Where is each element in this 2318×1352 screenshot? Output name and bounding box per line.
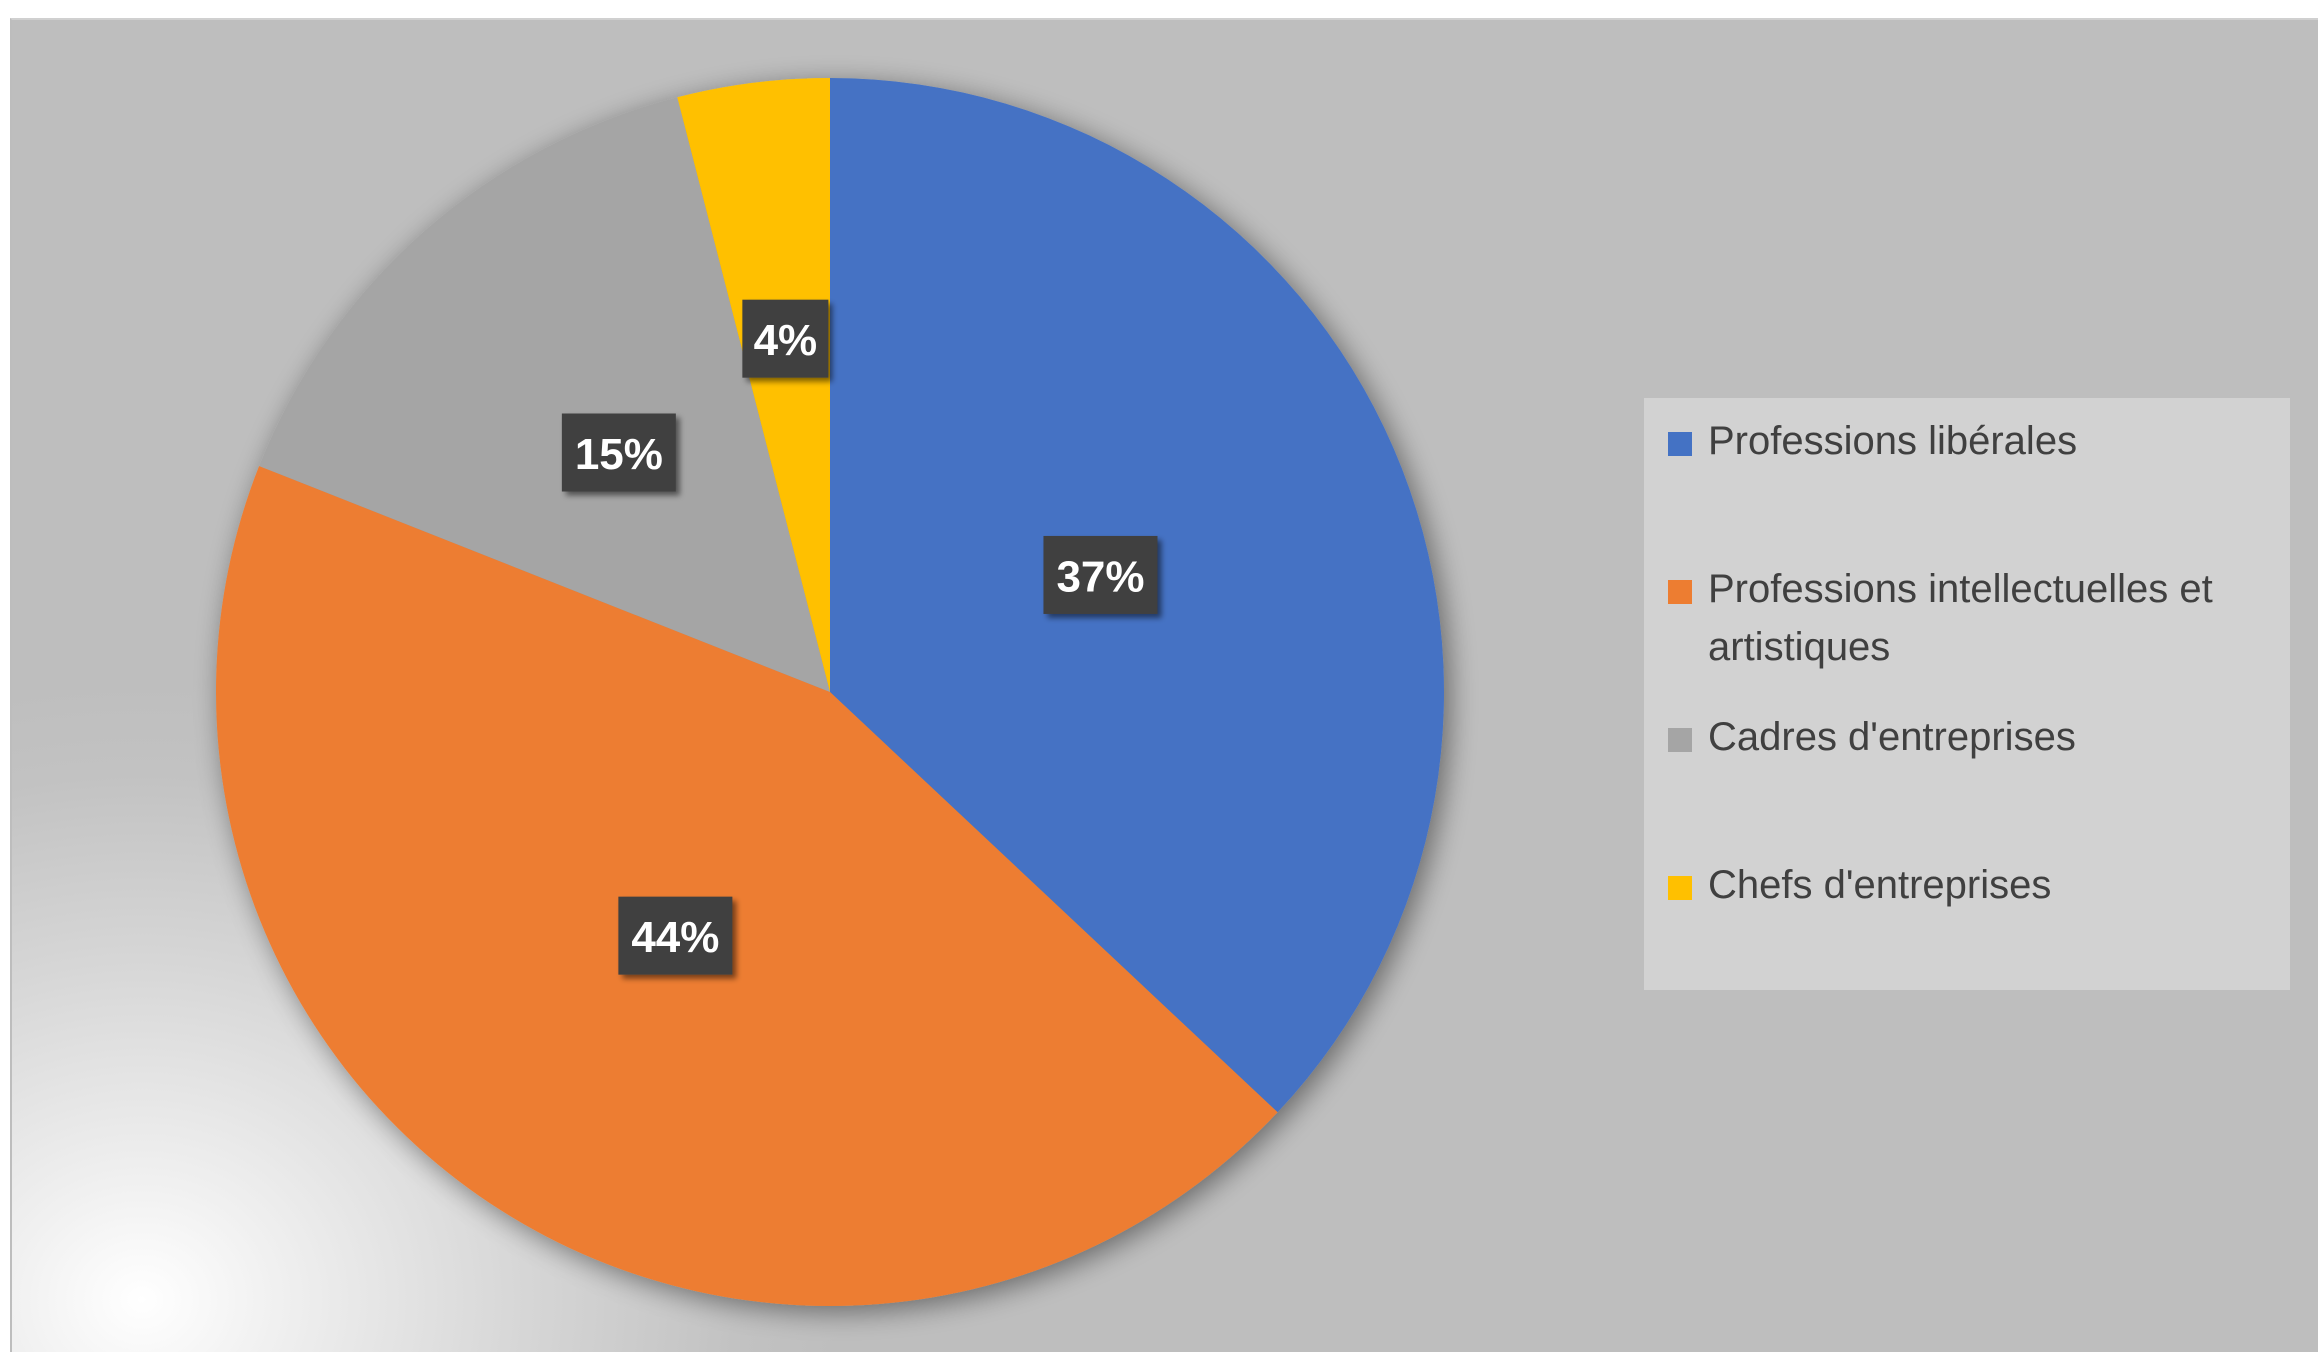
legend-swatch bbox=[1668, 580, 1692, 604]
data-label-box bbox=[561, 413, 676, 492]
legend-swatch bbox=[1668, 876, 1692, 900]
legend-item-professions-intellectuelles: Professions intellectuelles et artistiqu… bbox=[1668, 546, 2288, 676]
legend-label: Chefs d'entreprises bbox=[1708, 863, 2052, 907]
pie-slices bbox=[215, 78, 1444, 1306]
data-label-box bbox=[742, 299, 829, 378]
pie-slice-professions-intellectuelles-et-artistiques bbox=[215, 465, 1278, 1306]
chart-area: 37% 44% 15% 4% Professions libérales Profes… bbox=[10, 18, 2318, 1352]
legend-label: Professions intellectuelles et artistiqu… bbox=[1708, 567, 2213, 669]
data-label: 44% bbox=[618, 896, 733, 975]
pie-slice-chefs-d-entreprises bbox=[677, 78, 830, 692]
data-label-text: 44% bbox=[631, 913, 719, 962]
legend-item-professions-liberales: Professions libérales bbox=[1668, 398, 2288, 470]
legend-label: Cadres d'entreprises bbox=[1708, 715, 2076, 759]
data-label-box bbox=[1043, 535, 1158, 614]
legend-item-cadres-entreprises: Cadres d'entreprises bbox=[1668, 694, 2288, 766]
data-label-text: 4% bbox=[754, 316, 818, 365]
legend-label: Professions libérales bbox=[1708, 419, 2078, 463]
data-label-text: 15% bbox=[575, 430, 663, 479]
data-label: 37% bbox=[1043, 535, 1158, 614]
legend-swatch bbox=[1668, 728, 1692, 752]
legend-swatch bbox=[1668, 432, 1692, 456]
data-label-box bbox=[618, 896, 733, 975]
pie-slice-cadres-d-entreprises bbox=[259, 97, 830, 693]
legend-item-chefs-entreprises: Chefs d'entreprises bbox=[1668, 842, 2288, 914]
data-label-text: 37% bbox=[1056, 552, 1144, 601]
data-label: 15% bbox=[561, 413, 676, 492]
pie-data-labels: 37% 44% 15% 4% bbox=[561, 299, 1158, 975]
pie-chart: 37% 44% 15% 4% bbox=[215, 78, 1444, 1306]
data-label: 4% bbox=[742, 299, 829, 378]
legend: Professions libérales Professions intell… bbox=[1644, 398, 2290, 990]
